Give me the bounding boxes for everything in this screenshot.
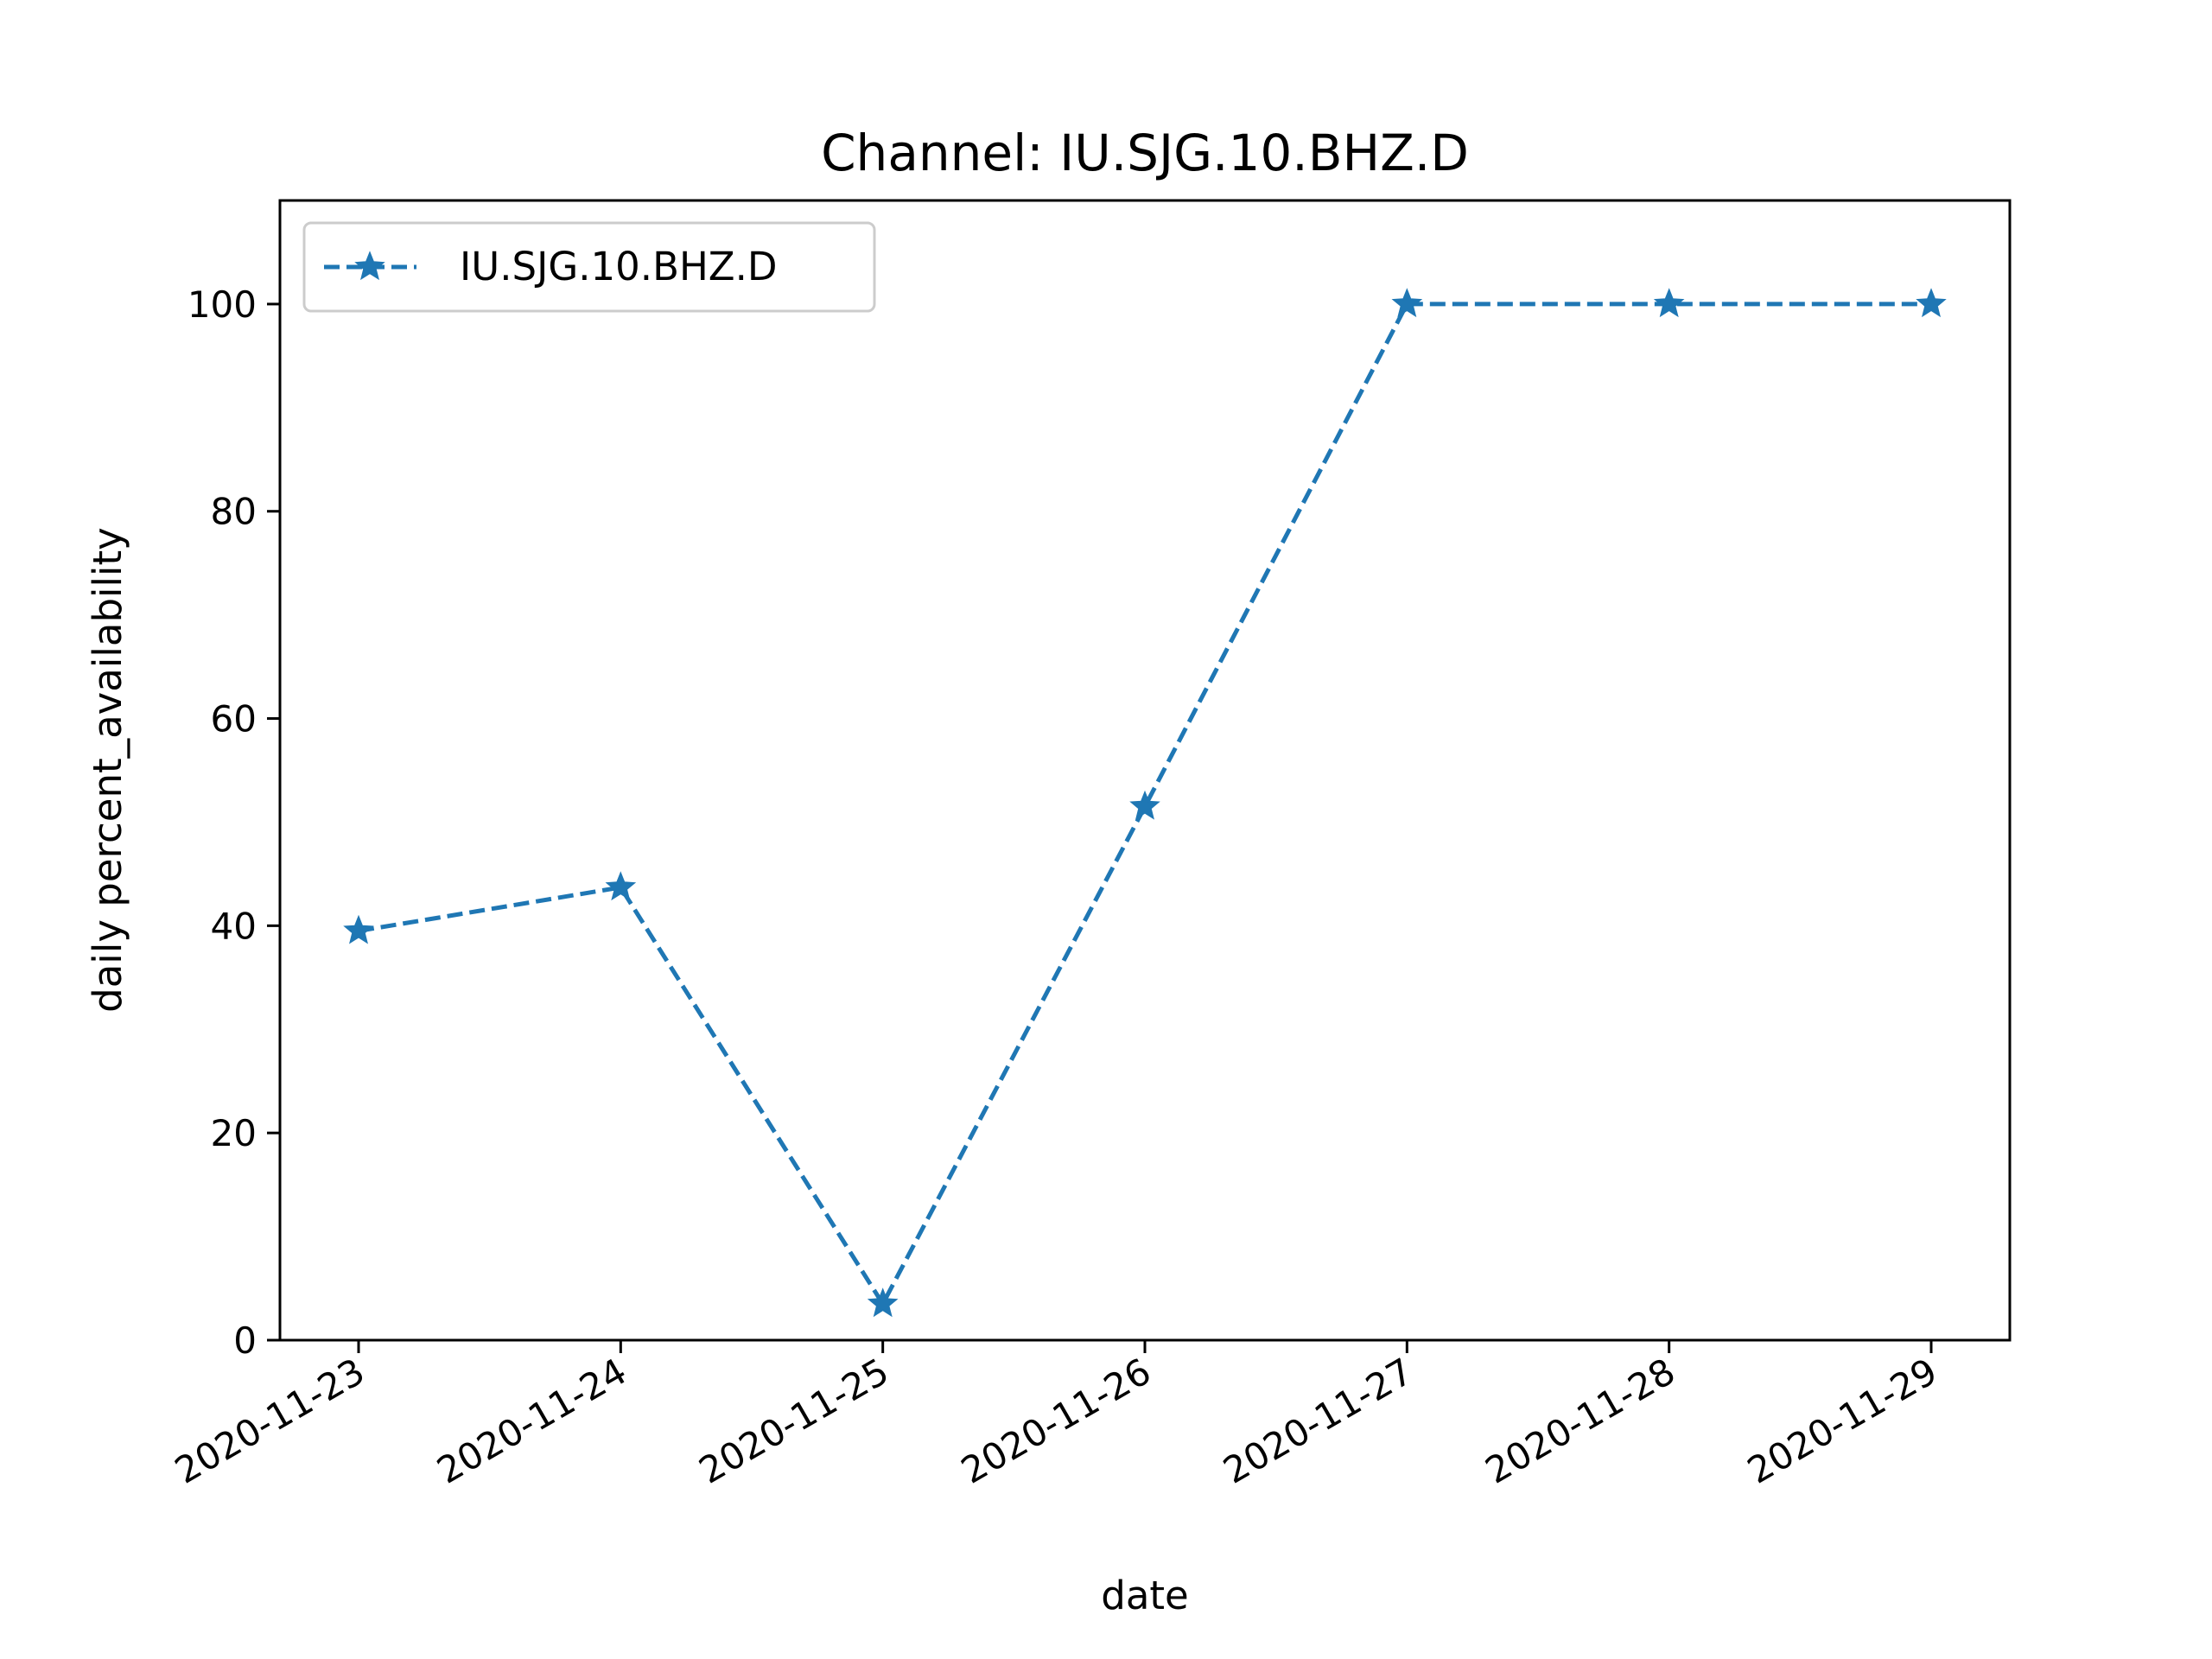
y-axis-title: daily percent_availability xyxy=(85,527,130,1013)
data-point-6 xyxy=(1916,288,1947,318)
data-point-2 xyxy=(867,1287,899,1318)
data-point-4 xyxy=(1391,288,1423,318)
data-point-1 xyxy=(605,871,637,901)
legend: IU.SJG.10.BHZ.D xyxy=(302,221,876,313)
y-tick-label-5: 100 xyxy=(188,283,257,326)
legend-box xyxy=(302,221,876,313)
data-point-3 xyxy=(1129,790,1160,820)
y-tick-label-4: 80 xyxy=(211,491,257,533)
data-point-0 xyxy=(343,914,374,944)
y-tick-label-0: 0 xyxy=(233,1319,257,1362)
x-axis-title: date xyxy=(1101,1573,1188,1618)
y-tick-label-3: 60 xyxy=(211,698,257,741)
data-point-5 xyxy=(1653,288,1685,318)
y-axis: 0 20 40 60 80 100 xyxy=(188,283,280,1362)
y-tick-label-2: 40 xyxy=(211,905,257,947)
chart-title: Channel: IU.SJG.10.BHZ.D xyxy=(821,124,1469,182)
y-tick-label-1: 20 xyxy=(211,1112,257,1154)
series-layer xyxy=(343,288,1947,1318)
legend-marker-sample xyxy=(354,251,385,281)
legend-label-series: IU.SJG.10.BHZ.D xyxy=(460,244,778,289)
